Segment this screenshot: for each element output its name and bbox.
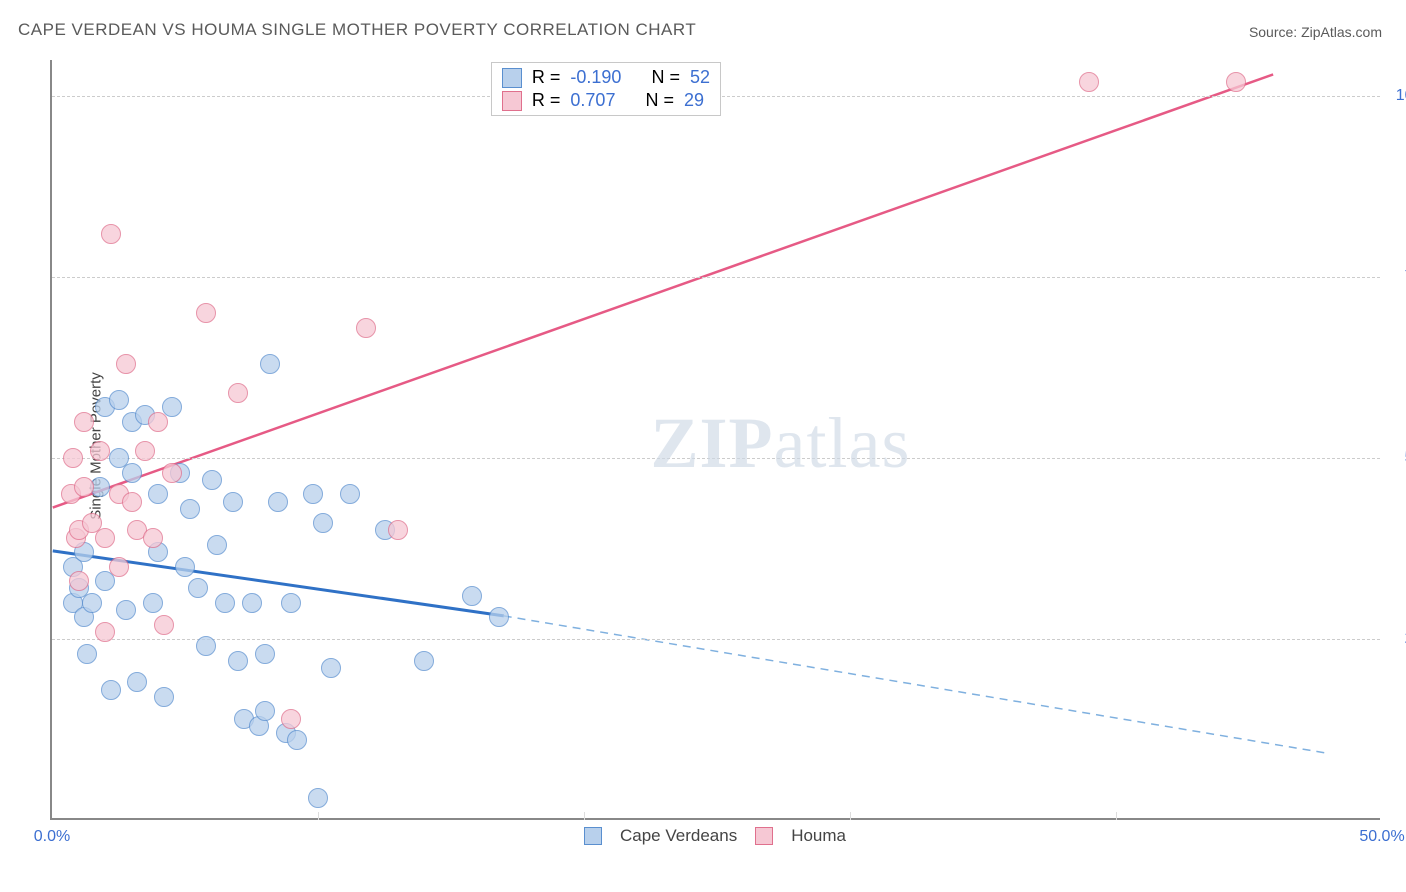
data-point [154,687,174,707]
data-point [101,224,121,244]
data-point [207,535,227,555]
data-point [162,463,182,483]
legend-swatch [584,827,602,845]
data-point [148,412,168,432]
plot-area: 25.0%50.0%75.0%100.0%0.0%50.0%ZIPatlasR … [50,60,1380,820]
data-point [356,318,376,338]
data-point [340,484,360,504]
data-point [135,441,155,461]
grid-line-h [52,458,1380,459]
source-label: Source: ZipAtlas.com [1249,24,1382,40]
data-point [228,383,248,403]
data-point [82,593,102,613]
legend-r-value: 0.707 [570,90,615,111]
data-point [122,492,142,512]
data-point [90,441,110,461]
grid-line-h [52,639,1380,640]
x-tick-label: 0.0% [34,828,70,846]
data-point [489,607,509,627]
data-point [281,709,301,729]
legend-series-label: Cape Verdeans [620,826,737,846]
data-point [95,528,115,548]
data-point [255,644,275,664]
data-point [188,578,208,598]
legend-n-label: N = [645,90,674,111]
legend-swatch [755,827,773,845]
data-point [109,557,129,577]
data-point [143,528,163,548]
data-point [281,593,301,613]
legend-r-label: R = [532,90,561,111]
data-point [287,730,307,750]
data-point [122,463,142,483]
data-point [255,701,275,721]
data-point [154,615,174,635]
grid-tick-v [318,812,319,820]
data-point [388,520,408,540]
legend-n-value: 29 [684,90,704,111]
data-point [143,593,163,613]
watermark: ZIPatlas [651,402,911,485]
data-point [308,788,328,808]
correlation-legend: R = -0.190 N = 52 R = 0.707 N = 29 [491,62,721,116]
x-tick-label: 50.0% [1359,828,1404,846]
data-point [175,557,195,577]
data-point [74,412,94,432]
legend-swatch [502,68,522,88]
data-point [215,593,235,613]
legend-series-label: Houma [791,826,846,846]
data-point [268,492,288,512]
chart-title: CAPE VERDEAN VS HOUMA SINGLE MOTHER POVE… [18,20,696,40]
data-point [202,470,222,490]
data-point [196,303,216,323]
data-point [260,354,280,374]
data-point [414,651,434,671]
data-point [242,593,262,613]
legend-r-value: -0.190 [570,67,621,88]
data-point [127,672,147,692]
y-tick-label: 100.0% [1396,87,1406,105]
legend-n-label: N = [651,67,680,88]
data-point [69,571,89,591]
data-point [116,354,136,374]
legend-n-value: 52 [690,67,710,88]
data-point [74,477,94,497]
data-point [321,658,341,678]
grid-tick-v [1116,812,1117,820]
data-point [63,448,83,468]
data-point [116,600,136,620]
legend-swatch [502,91,522,111]
data-point [101,680,121,700]
data-point [313,513,333,533]
data-point [180,499,200,519]
legend-r-label: R = [532,67,561,88]
grid-line-h [52,277,1380,278]
grid-tick-v [584,812,585,820]
data-point [109,390,129,410]
series-legend: Cape Verdeans Houma [584,826,846,846]
data-point [462,586,482,606]
data-point [148,484,168,504]
data-point [95,622,115,642]
data-point [77,644,97,664]
data-point [223,492,243,512]
data-point [1226,72,1246,92]
data-point [196,636,216,656]
data-point [228,651,248,671]
trend-lines-layer [52,60,1380,818]
grid-tick-v [850,812,851,820]
data-point [1079,72,1099,92]
data-point [303,484,323,504]
